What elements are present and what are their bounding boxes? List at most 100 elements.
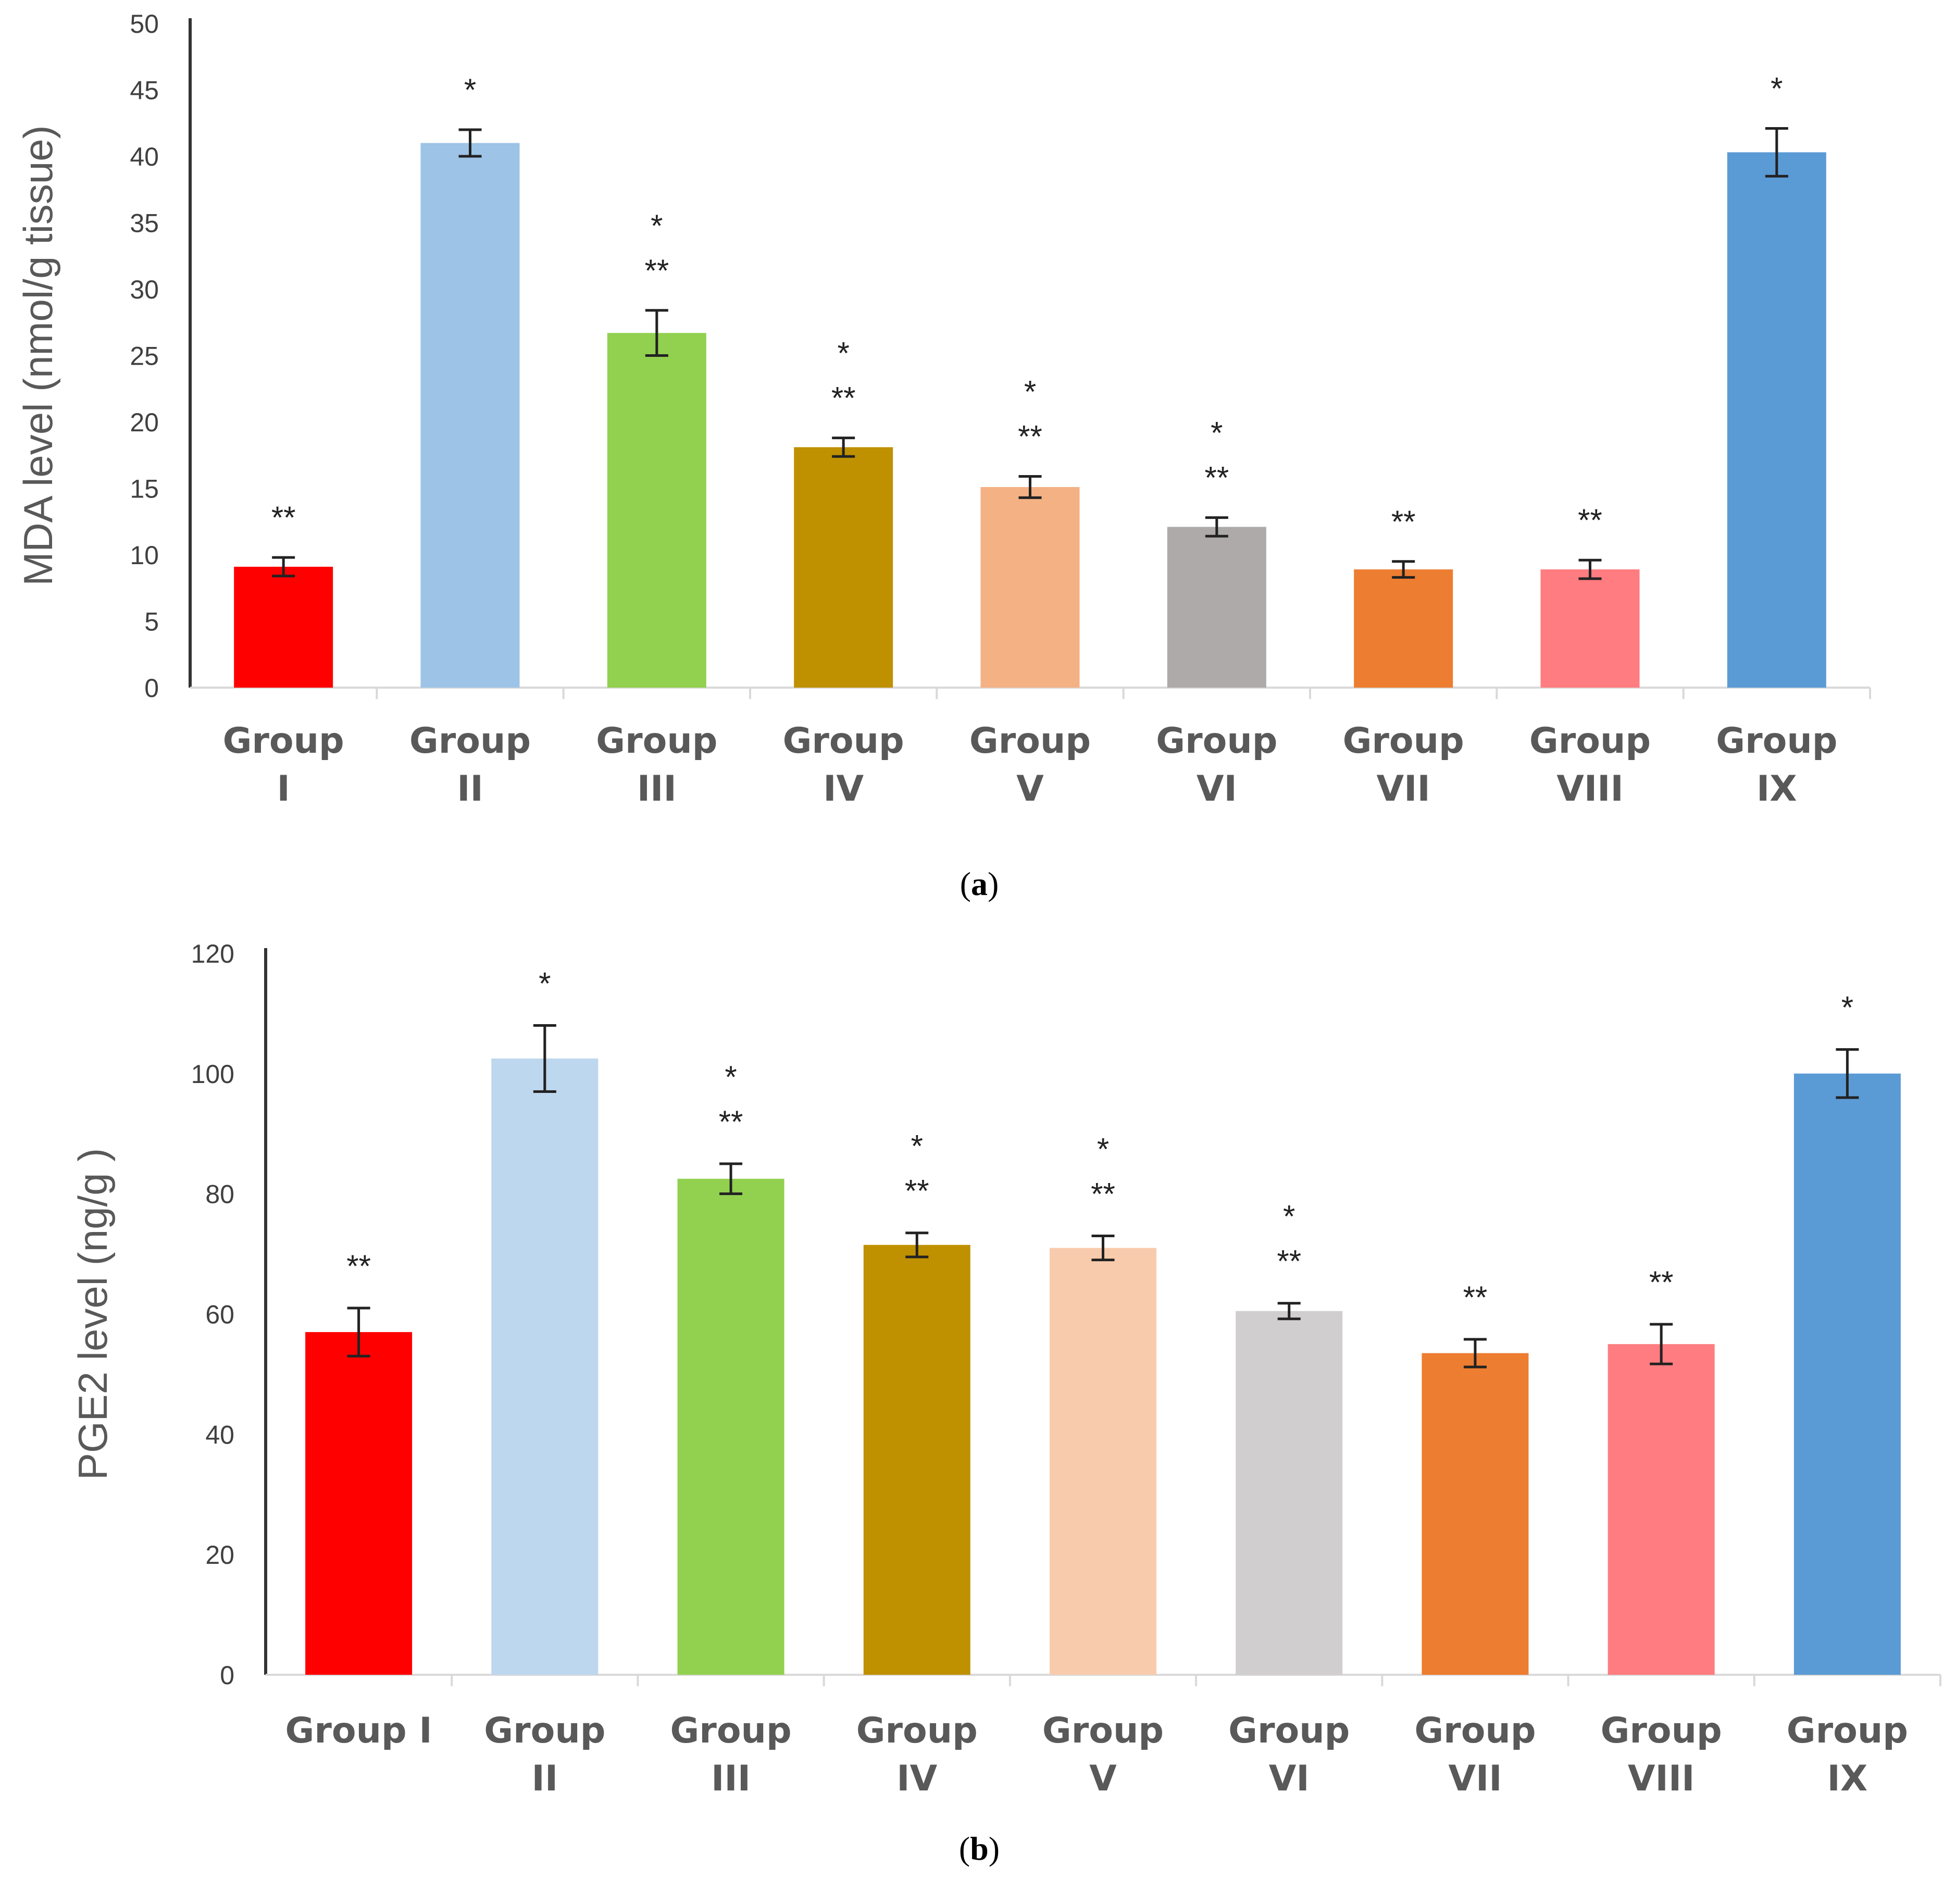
y-tick-label: 0: [220, 1661, 234, 1690]
x-tick-label: Group: [1601, 1710, 1722, 1751]
x-tick-label: VIII: [1556, 768, 1624, 810]
y-tick-label: 20: [205, 1540, 234, 1570]
y-tick-label: 45: [130, 76, 159, 105]
x-tick-label: III: [637, 768, 677, 810]
x-tick-label: Group: [1228, 1710, 1350, 1751]
x-tick-label: Group: [1042, 1710, 1164, 1751]
x-tick-label: VII: [1377, 768, 1430, 810]
y-tick-label: 0: [144, 674, 159, 703]
bar: [1236, 1311, 1343, 1675]
significance-marker: **: [1391, 504, 1416, 539]
x-tick-label: V: [1016, 768, 1044, 810]
y-tick-label: 30: [130, 275, 159, 304]
y-tick-label: 35: [130, 209, 159, 238]
panel-label-a: (a): [960, 865, 999, 902]
y-tick-label: 20: [130, 408, 159, 437]
y-tick-label: 10: [130, 541, 159, 570]
bar: [677, 1178, 784, 1675]
y-axis-title: MDA level (nmol/g tissue): [15, 125, 61, 586]
x-tick-label: IV: [896, 1758, 937, 1799]
x-tick-label: Group I: [285, 1710, 432, 1751]
bar: [1540, 569, 1640, 688]
y-tick-label: 100: [191, 1060, 234, 1089]
significance-marker: *: [464, 72, 476, 107]
bar: [607, 333, 706, 688]
bar: [794, 447, 893, 688]
significance-marker: *: [1841, 990, 1853, 1025]
y-tick-label: 40: [205, 1420, 234, 1449]
y-tick-label: 15: [130, 475, 159, 504]
x-tick-label: Group: [1787, 1710, 1908, 1751]
significance-marker: *: [911, 1129, 923, 1164]
y-tick-label: 40: [130, 142, 159, 171]
y-tick-label: 25: [130, 342, 159, 371]
bar: [1422, 1353, 1529, 1675]
x-tick-label: VIII: [1628, 1758, 1695, 1799]
bar: [491, 1058, 599, 1675]
bar: [1050, 1248, 1156, 1675]
chart-panel-a: 0 5 10 15 20 25 30 35 40 45 50 MDA level (nmol/g ti…: [15, 9, 1871, 810]
significance-marker: *: [651, 208, 663, 243]
significance-marker: **: [905, 1174, 929, 1209]
x-tick-label: Group: [1343, 720, 1464, 762]
y-tick-label: 80: [205, 1180, 234, 1209]
x-tick-label: II: [532, 1758, 558, 1799]
bar: [1354, 569, 1453, 688]
significance-marker: **: [1649, 1265, 1674, 1300]
x-tick-label: IX: [1756, 768, 1797, 810]
panel-label-b: (b): [959, 1830, 1000, 1867]
x-tick-label: VI: [1269, 1758, 1310, 1799]
significance-marker: *: [1771, 71, 1783, 106]
y-tick-label: 120: [191, 939, 234, 968]
y-tick-label: 50: [130, 9, 159, 39]
significance-marker: **: [346, 1249, 371, 1284]
bar: [1167, 527, 1266, 688]
significance-marker: **: [1277, 1244, 1301, 1279]
x-tick-label: V: [1089, 1758, 1117, 1799]
bar: [1608, 1344, 1715, 1675]
y-tick-label: 5: [144, 607, 159, 637]
significance-marker: **: [1578, 503, 1602, 538]
bar: [305, 1332, 413, 1675]
significance-marker: *: [1024, 375, 1036, 409]
x-tick-label: Group: [670, 1710, 791, 1751]
significance-marker: *: [1283, 1199, 1295, 1234]
bar: [980, 487, 1080, 688]
x-tick-label: II: [457, 768, 483, 810]
x-tick-label: VI: [1197, 768, 1237, 810]
x-tick-label: Group: [1529, 720, 1651, 762]
x-tick-label: Group: [856, 1710, 978, 1751]
significance-marker: **: [271, 500, 296, 535]
significance-marker: *: [1097, 1131, 1109, 1166]
x-tick-label: Group: [1716, 720, 1837, 762]
x-tick-label: Group: [223, 720, 344, 762]
x-tick-label: Group: [783, 720, 904, 762]
significance-marker: *: [1211, 416, 1223, 451]
significance-marker: **: [1018, 419, 1042, 454]
significance-marker: **: [719, 1104, 743, 1139]
x-tick-label: III: [711, 1758, 751, 1799]
x-tick-label: IX: [1827, 1758, 1868, 1799]
x-tick-label: Group: [596, 720, 717, 762]
x-tick-label: Group: [484, 1710, 605, 1751]
x-tick-label: Group: [409, 720, 531, 762]
significance-marker: **: [1204, 461, 1229, 495]
bar: [1727, 152, 1826, 688]
significance-marker: **: [831, 381, 856, 416]
significance-marker: **: [1463, 1280, 1488, 1315]
x-tick-label: VII: [1448, 1758, 1502, 1799]
bar: [863, 1245, 970, 1675]
x-tick-label: IV: [823, 768, 864, 810]
significance-marker: **: [1091, 1176, 1115, 1211]
x-tick-label: Group: [1414, 1710, 1536, 1751]
y-tick-label: 60: [205, 1300, 234, 1329]
significance-marker: *: [725, 1060, 737, 1094]
significance-marker: **: [644, 253, 669, 288]
bar: [234, 566, 333, 688]
x-tick-label: Group: [1156, 720, 1277, 762]
x-tick-label: Group: [969, 720, 1091, 762]
x-tick-label: I: [277, 768, 290, 810]
y-axis-title: PGE2 level (ng/g ): [70, 1148, 116, 1480]
